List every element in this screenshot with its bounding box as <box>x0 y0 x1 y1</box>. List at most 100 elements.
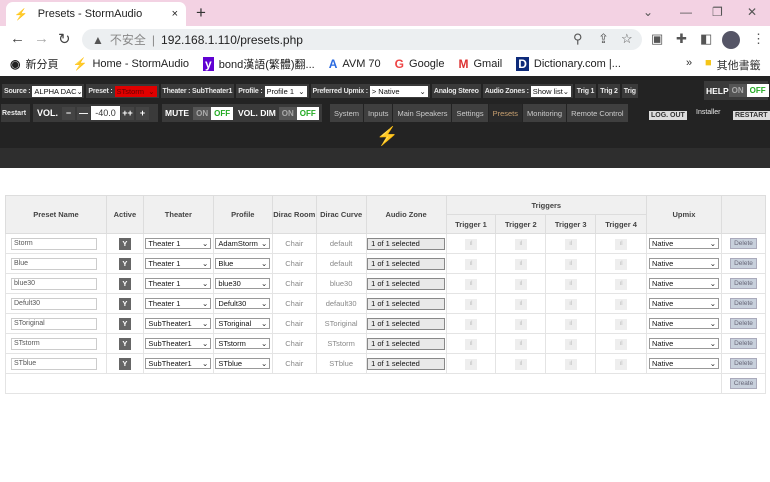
trigger-2-button[interactable]: ıl <box>514 258 527 270</box>
help-off[interactable]: OFF <box>746 84 769 97</box>
theater-select[interactable]: Theater 1 ⌄ <box>145 258 212 269</box>
tab-search-icon[interactable]: ⌄ <box>643 5 654 19</box>
source-select[interactable]: ALPHA DAC ⌄ <box>32 85 83 97</box>
delete-button[interactable]: Delete <box>730 298 757 309</box>
trigger-1-button[interactable]: ıl <box>464 338 477 350</box>
restart-small-button[interactable]: Restart <box>1 104 30 122</box>
bookmark-dictionary[interactable]: D Dictionary.com |... <box>516 57 621 71</box>
delete-button[interactable]: Delete <box>730 338 757 349</box>
preset-select[interactable]: STstorm ⌄ <box>114 85 157 97</box>
profile-select[interactable]: Profile 1 ⌄ <box>264 85 307 97</box>
trigger-4-button[interactable]: ıl <box>615 258 628 270</box>
delete-button[interactable]: Delete <box>730 258 757 269</box>
active-button[interactable]: Y <box>118 257 131 270</box>
vol-dim-off[interactable]: OFF <box>296 106 319 120</box>
trigger-1-button[interactable]: ıl <box>464 278 477 290</box>
bookmark-home-stormaudio[interactable]: ⚡ Home - StormAudio <box>72 57 189 71</box>
trigger-2-button[interactable]: ıl <box>514 238 527 250</box>
vol-dim-on[interactable]: ON <box>278 106 297 120</box>
trigger-2-button[interactable]: ıl <box>514 338 527 350</box>
menu-icon[interactable]: ⋮ <box>752 31 765 46</box>
trigger-4-button[interactable]: ıl <box>615 298 628 310</box>
delete-button[interactable]: Delete <box>730 318 757 329</box>
profile-select[interactable]: AdamStorm ⌄ <box>215 238 271 249</box>
forward-icon[interactable]: → <box>34 30 49 47</box>
profile-select[interactable]: STblue ⌄ <box>215 358 271 369</box>
logout-button[interactable]: LOG. OUT <box>649 108 687 120</box>
side-panel-icon[interactable]: ◧ <box>700 31 713 46</box>
active-button[interactable]: Y <box>118 237 131 250</box>
active-button[interactable]: Y <box>118 317 131 330</box>
star-icon[interactable]: ☆ <box>621 31 633 46</box>
browser-tab[interactable]: ⚡ Presets - StormAudio × <box>6 2 186 26</box>
preset-name-input[interactable]: STblue <box>11 357 97 370</box>
audio-zone-select[interactable]: 1 of 1 selected <box>367 337 446 350</box>
audio-zone-select[interactable]: 1 of 1 selected <box>367 257 446 270</box>
active-button[interactable]: Y <box>118 277 131 290</box>
vol-down-fast-button[interactable]: — <box>77 106 91 120</box>
trigger-3-button[interactable]: ıl <box>564 298 577 310</box>
theater-select[interactable]: Theater 1 ⌄ <box>145 238 212 249</box>
minimize-icon[interactable]: — <box>680 5 692 19</box>
mute-toggle[interactable]: MUTE ON OFF <box>162 104 237 122</box>
volume-input[interactable]: -40.0 <box>91 106 121 120</box>
trigger-2-button[interactable]: ıl <box>514 318 527 330</box>
trigger-2-button[interactable]: ıl <box>514 298 527 310</box>
trig2-button[interactable]: Trig 2 <box>598 84 620 98</box>
trigger-4-button[interactable]: ıl <box>615 338 628 350</box>
trigger-3-button[interactable]: ıl <box>564 258 577 270</box>
close-tab-icon[interactable]: × <box>171 8 178 20</box>
bookmark-google[interactable]: G Google <box>395 57 445 71</box>
share-icon[interactable]: ⇪ <box>598 31 609 46</box>
upmix-select[interactable]: Native ⌄ <box>648 298 719 309</box>
trigger-2-button[interactable]: ıl <box>514 358 527 370</box>
menu-settings[interactable]: Settings <box>452 104 488 122</box>
trigger-4-button[interactable]: ıl <box>615 238 628 250</box>
new-tab-button[interactable]: + <box>196 3 206 22</box>
trigger-3-button[interactable]: ıl <box>564 238 577 250</box>
menu-monitoring[interactable]: Monitoring <box>523 104 567 122</box>
upmix-select[interactable]: Native ⌄ <box>648 338 719 349</box>
trigger-1-button[interactable]: ıl <box>464 238 477 250</box>
analog-stereo-button[interactable]: Analog Stereo <box>431 84 481 98</box>
help-on[interactable]: ON <box>728 84 747 97</box>
upmix-select[interactable]: Native ⌄ <box>648 258 719 269</box>
audio-zone-select[interactable]: 1 of 1 selected <box>367 357 446 370</box>
vol-down-button[interactable]: − <box>62 106 76 120</box>
mute-on[interactable]: ON <box>193 106 212 120</box>
profile-select[interactable]: Defult30 ⌄ <box>215 298 271 309</box>
menu-presets[interactable]: Presets <box>488 104 523 122</box>
bookmark-bond[interactable]: y bond漢語(繁體)翻... <box>203 56 315 72</box>
upmix-select[interactable]: Native ⌄ <box>648 238 719 249</box>
upmix-select[interactable]: Native ⌄ <box>648 358 719 369</box>
trigger-1-button[interactable]: ıl <box>464 318 477 330</box>
create-button[interactable]: Create <box>729 378 758 389</box>
trig3-button[interactable]: Trig <box>621 84 638 98</box>
trig1-button[interactable]: Trig 1 <box>574 84 597 98</box>
trigger-1-button[interactable]: ıl <box>464 358 477 370</box>
more-bookmarks-button[interactable]: » <box>686 57 693 69</box>
other-bookmarks[interactable]: ■ 其他書籤 <box>705 57 761 73</box>
menu-inputs[interactable]: Inputs <box>364 104 393 122</box>
audio-zone-select[interactable]: 1 of 1 selected <box>367 277 446 290</box>
active-button[interactable]: Y <box>118 297 131 310</box>
trigger-4-button[interactable]: ıl <box>615 358 628 370</box>
maximize-icon[interactable]: ❐ <box>712 5 723 19</box>
bookmark-new-tab[interactable]: ◉ 新分頁 <box>10 56 58 72</box>
extensions-icon[interactable]: ✚ <box>676 31 687 46</box>
help-toggle[interactable]: HELP ON OFF <box>704 81 769 100</box>
profile-select[interactable]: SToriginal ⌄ <box>215 318 271 329</box>
bookmark-gmail[interactable]: M Gmail <box>459 57 503 71</box>
preset-name-input[interactable]: Defult30 <box>11 297 97 310</box>
reload-icon[interactable]: ↻ <box>58 31 71 48</box>
profile-select[interactable]: Blue ⌄ <box>215 258 271 269</box>
zones-select[interactable]: Show list ⌄ <box>530 85 571 97</box>
trigger-4-button[interactable]: ıl <box>615 278 628 290</box>
menu-main-speakers[interactable]: Main Speakers <box>393 104 452 122</box>
delete-button[interactable]: Delete <box>730 278 757 289</box>
theater-select[interactable]: SubTheater1 ⌄ <box>145 318 212 329</box>
zoom-icon[interactable]: ⚲ <box>573 31 583 46</box>
theater-select[interactable]: Theater 1 ⌄ <box>145 298 212 309</box>
preset-name-input[interactable]: Storm <box>11 237 97 250</box>
menu-remote-control[interactable]: Remote Control <box>567 104 628 122</box>
